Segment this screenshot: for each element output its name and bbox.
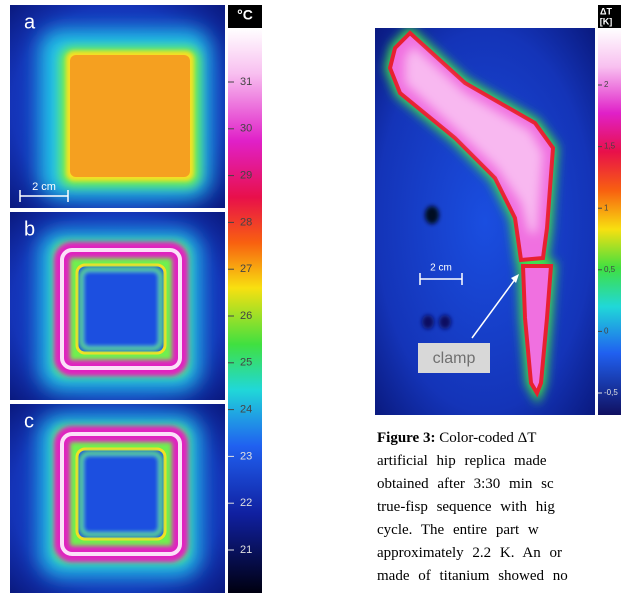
colorbar-tick-label: 30 <box>240 123 252 135</box>
caption-line: artificial hip replica made <box>377 450 621 473</box>
colorbar-tick-label: 28 <box>240 216 252 228</box>
panel-label: c <box>24 410 34 432</box>
caption-line: cycle. The entire part w <box>377 519 621 542</box>
colorbar-tick-label: 25 <box>240 357 252 369</box>
colorbar-right: ΔT [K] 2 1,5 1 0,5 0 -0,5 <box>598 5 621 415</box>
colorbar-left: °C 31 30 29 28 27 26 25 24 23 22 21 <box>228 5 262 593</box>
scale-bar-label: 2 cm <box>32 181 56 193</box>
scale-bar-label: 2 cm <box>430 263 452 274</box>
caption-text: approximately 2.2 K. An or <box>377 545 562 561</box>
caption-text: obtained after 3:30 min sc <box>377 476 554 492</box>
colorbar-tick-label: 22 <box>240 497 252 509</box>
colorbar-tick-label: 24 <box>240 404 252 416</box>
caption-text: artificial hip replica made <box>377 453 547 469</box>
thermal-panel-a: a 2 cm <box>10 5 225 208</box>
colorbar-tick-label: 23 <box>240 450 252 462</box>
caption-text: made of titanium showed no <box>377 568 568 584</box>
colorbar-unit: °C <box>237 7 253 23</box>
caption-label: Figure 3: <box>377 430 435 446</box>
colorbar-unit: ΔT <box>600 6 612 16</box>
caption-text: true-fisp sequence with hig <box>377 499 555 515</box>
colorbar-tick-label: 27 <box>240 263 252 275</box>
caption-text: Color-coded ΔT <box>439 430 536 446</box>
caption-text: cycle. The entire part w <box>377 522 539 538</box>
colorbar-tick-label: 21 <box>240 544 252 556</box>
colorbar-tick-label: 1,5 <box>604 142 616 151</box>
annotation: clamp <box>433 350 476 367</box>
hip-replica-image: 2 cm clamp <box>375 28 595 415</box>
caption-line: made of titanium showed no <box>377 565 621 588</box>
colorbar-tick-label: 29 <box>240 170 252 182</box>
colorbar-unit: [K] <box>600 16 613 26</box>
panel-label: b <box>24 218 35 240</box>
thermal-panel-b: b <box>10 212 225 400</box>
colorbar-tick-label: 0,5 <box>604 265 616 274</box>
colorbar-tick-label: 0 <box>604 327 609 336</box>
thermal-panel-c: c <box>10 404 225 593</box>
colorbar-tick-label: 31 <box>240 76 252 88</box>
caption-line: Figure 3: Color-coded ΔT <box>377 427 621 450</box>
colorbar-tick-label: 26 <box>240 310 252 322</box>
colorbar-tick-label: -0,5 <box>604 388 618 397</box>
colorbar-tick-label: 2 <box>604 80 609 89</box>
caption-line: true-fisp sequence with hig <box>377 496 621 519</box>
caption-line: approximately 2.2 K. An or <box>377 542 621 565</box>
page: a 2 cm b c °C 3130292827262524232221 <box>0 0 621 593</box>
caption-line: obtained after 3:30 min sc <box>377 473 621 496</box>
colorbar-tick-label: 1 <box>604 203 609 212</box>
panel-label: a <box>24 11 36 33</box>
